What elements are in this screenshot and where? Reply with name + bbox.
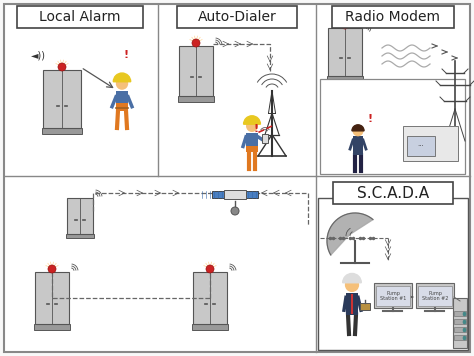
Wedge shape	[352, 125, 364, 131]
FancyBboxPatch shape	[376, 286, 410, 306]
Text: Auto-Dialer: Auto-Dialer	[198, 10, 276, 24]
FancyBboxPatch shape	[318, 198, 468, 350]
Circle shape	[341, 21, 349, 29]
FancyBboxPatch shape	[116, 91, 128, 103]
FancyBboxPatch shape	[193, 272, 227, 324]
Circle shape	[58, 63, 66, 71]
Text: S.C.A.D.A: S.C.A.D.A	[357, 185, 429, 200]
Circle shape	[192, 39, 200, 47]
Text: ◄)): ◄))	[30, 51, 46, 61]
Text: !: !	[367, 114, 373, 124]
FancyBboxPatch shape	[17, 6, 143, 28]
FancyBboxPatch shape	[454, 327, 466, 332]
FancyBboxPatch shape	[42, 128, 82, 134]
FancyBboxPatch shape	[116, 91, 128, 111]
FancyBboxPatch shape	[4, 4, 470, 352]
FancyBboxPatch shape	[454, 335, 466, 340]
FancyBboxPatch shape	[246, 133, 258, 152]
FancyBboxPatch shape	[179, 46, 213, 96]
Text: Pump
Station #1: Pump Station #1	[380, 290, 406, 302]
Wedge shape	[244, 116, 260, 124]
Circle shape	[353, 125, 364, 136]
FancyBboxPatch shape	[224, 189, 246, 199]
Circle shape	[231, 207, 239, 215]
Wedge shape	[113, 73, 131, 82]
FancyBboxPatch shape	[177, 6, 297, 28]
Text: !: !	[123, 50, 128, 60]
Text: Pump
Station #2: Pump Station #2	[422, 290, 448, 302]
FancyBboxPatch shape	[453, 298, 467, 348]
FancyBboxPatch shape	[192, 324, 228, 330]
FancyBboxPatch shape	[34, 324, 70, 330]
FancyBboxPatch shape	[35, 272, 69, 324]
FancyBboxPatch shape	[327, 76, 363, 81]
FancyBboxPatch shape	[416, 283, 454, 308]
Circle shape	[246, 120, 258, 132]
Text: Local Alarm: Local Alarm	[39, 10, 121, 24]
FancyBboxPatch shape	[246, 133, 258, 146]
FancyBboxPatch shape	[454, 319, 466, 324]
FancyBboxPatch shape	[454, 311, 466, 316]
Circle shape	[345, 278, 359, 292]
FancyBboxPatch shape	[360, 303, 370, 309]
FancyBboxPatch shape	[246, 190, 258, 198]
FancyBboxPatch shape	[332, 6, 454, 28]
FancyBboxPatch shape	[374, 283, 412, 308]
FancyBboxPatch shape	[66, 234, 94, 238]
Circle shape	[206, 265, 214, 273]
FancyBboxPatch shape	[328, 28, 362, 76]
Circle shape	[48, 265, 56, 273]
Text: ...: ...	[418, 141, 424, 147]
Text: Radio Modem: Radio Modem	[346, 10, 440, 24]
Wedge shape	[343, 273, 361, 283]
Circle shape	[116, 77, 128, 90]
FancyBboxPatch shape	[353, 136, 363, 155]
Polygon shape	[327, 213, 373, 255]
FancyBboxPatch shape	[333, 182, 453, 204]
FancyBboxPatch shape	[43, 70, 81, 128]
Text: !: !	[254, 124, 258, 134]
FancyBboxPatch shape	[418, 286, 452, 306]
FancyBboxPatch shape	[346, 293, 358, 314]
FancyBboxPatch shape	[262, 134, 268, 143]
FancyBboxPatch shape	[407, 136, 435, 156]
FancyBboxPatch shape	[403, 126, 458, 161]
FancyBboxPatch shape	[320, 79, 465, 174]
FancyBboxPatch shape	[212, 190, 224, 198]
FancyBboxPatch shape	[178, 96, 214, 102]
FancyBboxPatch shape	[67, 198, 93, 234]
